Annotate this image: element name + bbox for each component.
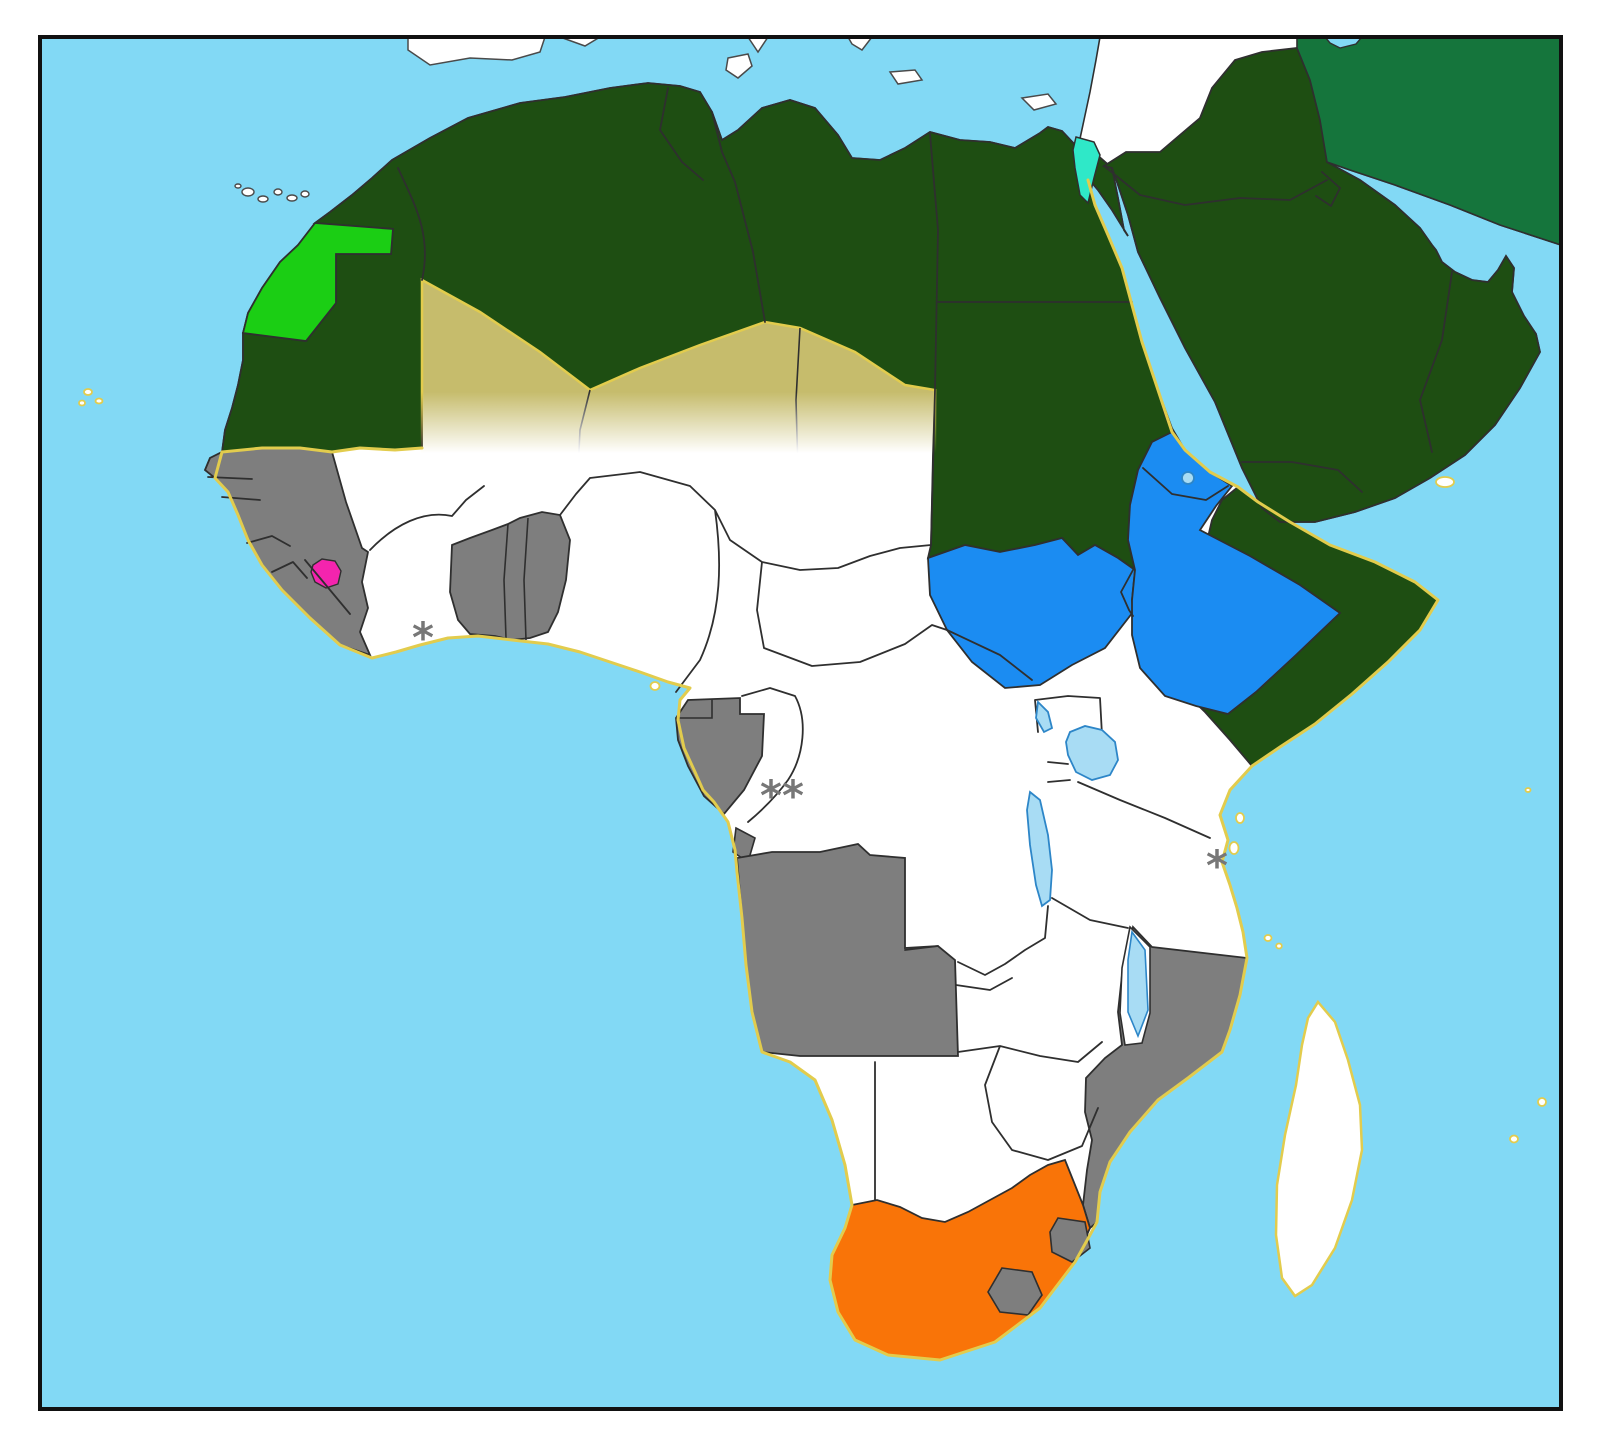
senegal-mali-gold-border [220, 446, 424, 454]
lake-albert [1035, 700, 1054, 734]
cyprus-island [1020, 93, 1058, 111]
map-frame [38, 35, 1563, 1411]
pemba-island [1235, 812, 1245, 824]
cape-verde-islet [94, 397, 104, 405]
region-western-sahara [241, 222, 394, 342]
borders-arabia-internal [1103, 165, 1453, 493]
bioko-island [649, 681, 661, 691]
sahel-internal-borders [577, 327, 801, 473]
lake-tanganyika [1026, 790, 1053, 908]
borders-west-africa [207, 476, 351, 615]
ghana-togo-benin-internal-borders [503, 517, 529, 641]
lake-malawi [1127, 929, 1149, 1039]
borders-sahel-south [369, 471, 948, 823]
borders-southern-africa [851, 1041, 1103, 1206]
region-israel [1072, 136, 1101, 205]
canary-island [257, 195, 269, 203]
region-lesotho [987, 1267, 1043, 1316]
comoros-islet [1275, 942, 1283, 950]
canary-island [300, 190, 310, 198]
region-guinea-highlight [310, 558, 342, 589]
footnote-marker-1: * [412, 613, 434, 662]
region-sahel-band-group [420, 277, 937, 474]
region-madagascar [1274, 999, 1364, 1298]
borders-northwest-africa [397, 87, 1133, 546]
canary-island [234, 183, 242, 189]
small-islands [234, 183, 310, 203]
cape-verde-islet [78, 399, 86, 407]
lake-victoria [1065, 725, 1119, 781]
reunion-islet [1509, 1134, 1519, 1144]
comoros-islet [1263, 934, 1273, 942]
region-ethiopia-eritrea [1127, 430, 1342, 715]
lake-tana [1181, 471, 1195, 485]
great-lakes [1026, 471, 1195, 908]
sicily-island [725, 53, 753, 79]
africa-gold-coastline [213, 178, 1440, 1362]
region-ghana-togo-benin [449, 511, 571, 641]
cape-verde-islet [83, 388, 93, 396]
socotra-island [1435, 476, 1455, 488]
footnote-marker-2: ** [760, 771, 804, 820]
zanzibar-island [1228, 841, 1240, 855]
seychelles-islet [1524, 787, 1532, 793]
mauritius-islet [1537, 1097, 1547, 1107]
gold-edged-islets [78, 388, 1547, 1144]
canary-island [273, 188, 283, 196]
footnote-marker-3: * [1206, 841, 1228, 890]
crete-island [888, 69, 924, 85]
borders-eritrea-ethiopia [1120, 467, 1229, 617]
region-gabon [675, 697, 765, 816]
canary-island [286, 194, 298, 202]
country-borders [207, 87, 1453, 1206]
region-sahel-band [420, 277, 937, 474]
iberia-fragment [407, 36, 547, 66]
equatorial-guinea-border [676, 699, 713, 719]
canary-island [241, 187, 255, 197]
